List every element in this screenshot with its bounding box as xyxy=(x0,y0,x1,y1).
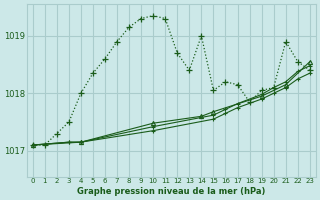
X-axis label: Graphe pression niveau de la mer (hPa): Graphe pression niveau de la mer (hPa) xyxy=(77,187,266,196)
